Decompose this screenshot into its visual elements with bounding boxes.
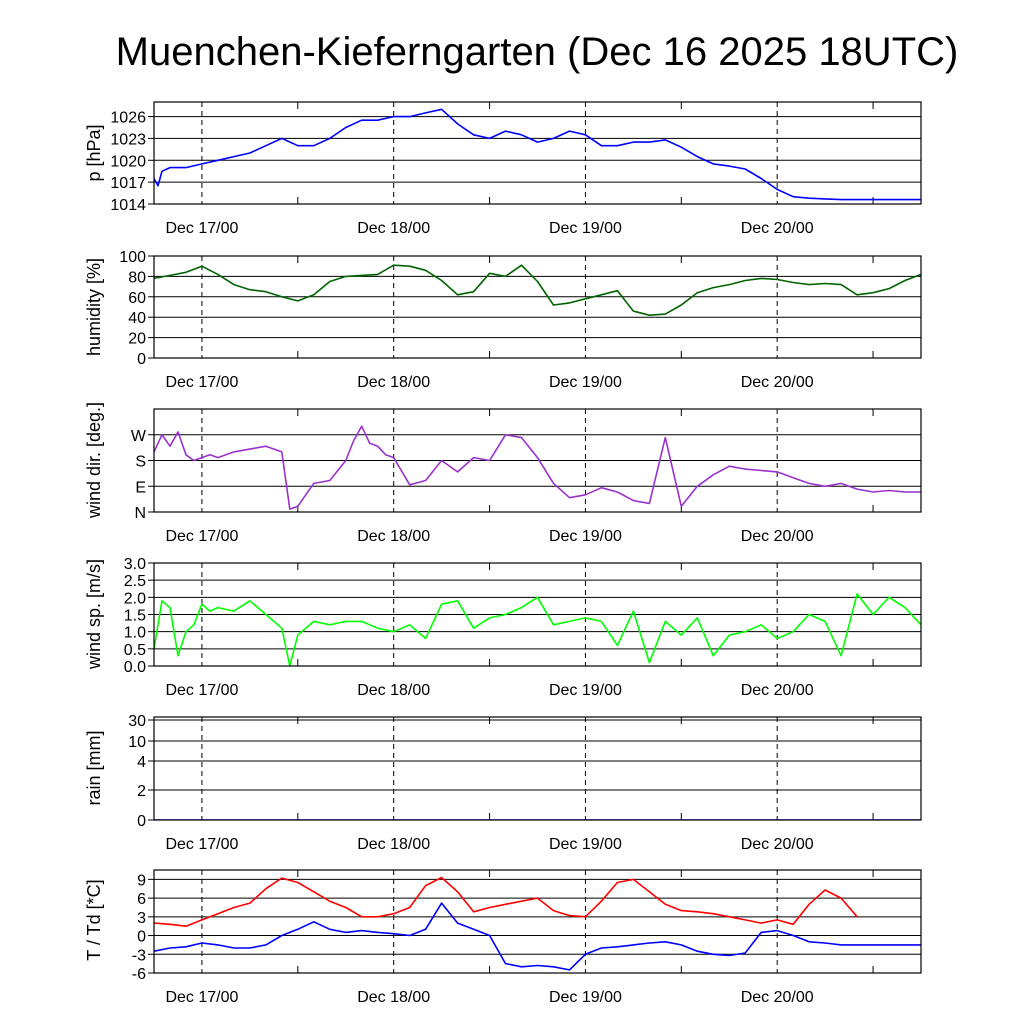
pressure-ytick-label: 1023	[110, 131, 146, 148]
wind_dir-ytick-label: E	[135, 479, 146, 496]
pressure-ylabel: p [hPa]	[84, 124, 104, 181]
humidity-ytick-label: 20	[128, 331, 146, 348]
panel-temperature: 9 6 3 0-3 -6 Dec 17/00 Dec 18/00 Dec 19/00 Dec 2…	[84, 869, 922, 1006]
humidity-xtick-label: Dec 20/00	[741, 374, 814, 391]
wind_dir-series-dd	[154, 425, 921, 510]
wind_speed-ytick-label: 2.5	[124, 573, 146, 590]
pressure-xtick-label: Dec 18/00	[357, 220, 430, 237]
rain-xtick-label: Dec 17/00	[165, 836, 238, 853]
pressure-xtick-label: Dec 17/00	[165, 220, 238, 237]
panel-pressure: 1026 1023 1020 1017 1014 Dec 17/00 Dec 18/00 De…	[84, 101, 922, 237]
wind_speed-ytick-label: 0.5	[124, 642, 146, 659]
humidity-ytick-label: 80	[128, 269, 146, 286]
wind_dir-xtick-label: Dec 20/00	[741, 528, 814, 545]
wind_speed-frame	[153, 562, 922, 667]
humidity-xtick-label: Dec 18/00	[357, 374, 430, 391]
temperature-ytick-label: 6	[137, 891, 146, 908]
temperature-ytick-label: 9	[137, 872, 146, 889]
pressure-ytick-label: 1017	[110, 175, 146, 192]
temperature-series-Td	[154, 902, 921, 971]
wind_dir-ylabel: wind dir. [deg.]	[84, 402, 104, 519]
panel-wind_speed: 3.02.52.01.51.00.50.0 Dec 17/00 Dec 18/00 D…	[84, 556, 922, 699]
temperature-xtick-label: Dec 17/00	[165, 989, 238, 1006]
wind_speed-ytick-label: 1.5	[124, 608, 146, 625]
humidity-ytick-label: 0	[137, 351, 146, 368]
wind_speed-ytick-label: 2.0	[124, 590, 146, 607]
temperature-frame	[153, 869, 922, 974]
wind_speed-ytick-label: 3.0	[124, 556, 146, 573]
wind_dir-ytick-label: N	[134, 505, 146, 522]
rain-xtick-label: Dec 20/00	[741, 836, 814, 853]
wind_speed-xtick-label: Dec 20/00	[741, 682, 814, 699]
humidity-ylabel: humidity [%]	[84, 258, 104, 356]
pressure-series-p	[154, 108, 921, 201]
wind_dir-xtick-label: Dec 19/00	[549, 528, 622, 545]
rain-ylabel: rain [mm]	[84, 730, 104, 805]
rain-ytick-label: 0	[137, 813, 146, 830]
pressure-ytick-label: 1014	[110, 197, 146, 214]
panel-humidity: 100 80 60 40 20 0 Dec 17/00 Dec 18/00 Dec 19/00 D…	[84, 249, 922, 391]
pressure-xtick-label: Dec 20/00	[741, 220, 814, 237]
humidity-ytick-label: 60	[128, 290, 146, 307]
pressure-ytick-label: 1026	[110, 110, 146, 127]
wind_speed-ylabel: wind sp. [m/s]	[84, 559, 104, 670]
rain-frame	[153, 716, 922, 821]
temperature-xtick-label: Dec 20/00	[741, 989, 814, 1006]
rain-ytick-label: 4	[137, 754, 146, 771]
temperature-ytick-label: -6	[132, 966, 146, 983]
humidity-series-RH	[154, 264, 921, 317]
wind_speed-xtick-label: Dec 17/00	[165, 682, 238, 699]
temperature-ytick-label: -3	[132, 947, 146, 964]
pressure-xtick-label: Dec 19/00	[549, 220, 622, 237]
wind_dir-frame	[153, 408, 922, 513]
rain-ytick-label: 10	[128, 734, 146, 751]
humidity-frame	[153, 255, 922, 359]
wind_dir-xtick-label: Dec 18/00	[357, 528, 430, 545]
rain-ytick-label: 30	[128, 713, 146, 730]
temperature-ylabel: T / Td [*C]	[84, 879, 104, 960]
temperature-xtick-label: Dec 18/00	[357, 989, 430, 1006]
wind_dir-ytick-label: W	[131, 428, 147, 445]
wind_speed-ytick-label: 0.0	[124, 659, 146, 676]
temperature-xtick-label: Dec 19/00	[549, 989, 622, 1006]
wind_speed-xtick-label: Dec 19/00	[549, 682, 622, 699]
humidity-xtick-label: Dec 17/00	[165, 374, 238, 391]
wind_dir-xtick-label: Dec 17/00	[165, 528, 238, 545]
humidity-ytick-label: 100	[119, 249, 146, 266]
wind_speed-xtick-label: Dec 18/00	[357, 682, 430, 699]
pressure-frame	[153, 101, 922, 205]
temperature-ytick-label: 0	[137, 929, 146, 946]
pressure-ytick-label: 1020	[110, 153, 146, 170]
chart-title: Muenchen-Kieferngarten (Dec 16 2025 18UT…	[116, 30, 959, 74]
rain-xtick-label: Dec 18/00	[357, 836, 430, 853]
humidity-xtick-label: Dec 19/00	[549, 374, 622, 391]
wind_speed-ytick-label: 1.0	[124, 625, 146, 642]
wind_speed-series-ff	[154, 593, 921, 666]
humidity-ytick-label: 40	[128, 310, 146, 327]
temperature-series-T	[154, 876, 858, 928]
panel-rain: 30 10 4 2 0 Dec 17/00 Dec 18/00 Dec 19/00 Dec 20…	[84, 713, 922, 853]
rain-xtick-label: Dec 19/00	[549, 836, 622, 853]
temperature-ytick-label: 3	[137, 910, 146, 927]
rain-ytick-label: 2	[137, 783, 146, 800]
wind_dir-ytick-label: S	[135, 454, 146, 471]
